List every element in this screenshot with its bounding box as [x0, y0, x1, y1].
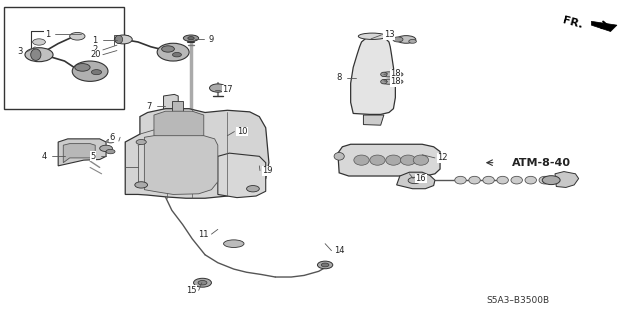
Ellipse shape [396, 80, 403, 84]
Ellipse shape [31, 49, 41, 60]
Ellipse shape [413, 155, 429, 165]
Ellipse shape [135, 182, 148, 188]
Ellipse shape [198, 280, 207, 285]
Ellipse shape [72, 61, 108, 81]
Ellipse shape [136, 139, 147, 145]
Ellipse shape [354, 155, 369, 165]
Polygon shape [364, 115, 384, 125]
Ellipse shape [381, 79, 387, 84]
Ellipse shape [183, 35, 198, 41]
Ellipse shape [542, 176, 560, 185]
Text: 19: 19 [262, 166, 273, 175]
Ellipse shape [162, 46, 174, 52]
Polygon shape [58, 139, 106, 166]
Ellipse shape [173, 52, 181, 57]
Bar [4, 7, 124, 109]
Ellipse shape [70, 33, 85, 40]
Ellipse shape [188, 37, 194, 40]
Text: 14: 14 [334, 246, 344, 255]
Ellipse shape [393, 37, 403, 42]
Ellipse shape [386, 155, 401, 165]
Ellipse shape [483, 176, 494, 184]
Ellipse shape [321, 263, 329, 267]
Ellipse shape [497, 176, 508, 184]
Ellipse shape [511, 176, 522, 184]
Polygon shape [555, 172, 579, 188]
Ellipse shape [397, 36, 416, 43]
Ellipse shape [317, 261, 333, 269]
Text: S5A3–B3500B: S5A3–B3500B [486, 296, 550, 305]
Text: 18: 18 [390, 69, 401, 78]
Ellipse shape [408, 177, 421, 184]
Ellipse shape [25, 48, 53, 62]
Ellipse shape [33, 39, 45, 45]
Bar [172, 101, 183, 115]
Ellipse shape [223, 240, 244, 248]
Text: 2: 2 [93, 45, 98, 55]
Text: 5: 5 [91, 152, 96, 161]
Text: 10: 10 [237, 127, 247, 136]
Ellipse shape [75, 63, 90, 71]
Polygon shape [338, 144, 440, 176]
Polygon shape [63, 144, 95, 163]
Ellipse shape [115, 35, 132, 44]
Ellipse shape [381, 72, 397, 77]
Ellipse shape [396, 72, 403, 76]
Polygon shape [145, 136, 218, 195]
Ellipse shape [468, 176, 480, 184]
Text: 8: 8 [337, 73, 342, 82]
Text: 13: 13 [383, 31, 394, 40]
Ellipse shape [92, 70, 102, 75]
Ellipse shape [401, 155, 416, 165]
Ellipse shape [370, 155, 385, 165]
Text: 7: 7 [146, 102, 152, 111]
Ellipse shape [334, 152, 344, 160]
Ellipse shape [246, 186, 259, 192]
Polygon shape [218, 153, 266, 197]
Ellipse shape [107, 139, 115, 143]
Text: 6: 6 [110, 133, 115, 142]
Ellipse shape [525, 176, 536, 184]
Text: 12: 12 [437, 153, 448, 162]
Text: FR.: FR. [562, 15, 584, 30]
Ellipse shape [157, 43, 189, 61]
Ellipse shape [100, 145, 113, 152]
Ellipse shape [193, 278, 211, 287]
Text: 15: 15 [186, 286, 196, 295]
Text: 11: 11 [198, 230, 209, 239]
Ellipse shape [539, 176, 550, 184]
Text: 1: 1 [45, 30, 50, 39]
Polygon shape [397, 172, 435, 189]
Ellipse shape [409, 40, 417, 43]
Ellipse shape [106, 149, 115, 154]
Text: 16: 16 [415, 174, 426, 183]
Text: 1: 1 [93, 36, 98, 45]
Ellipse shape [455, 176, 467, 184]
Ellipse shape [358, 33, 387, 40]
Text: 9: 9 [209, 35, 214, 44]
Polygon shape [351, 36, 396, 115]
Text: 3: 3 [17, 47, 22, 56]
Text: 20: 20 [90, 50, 100, 59]
Text: ATM-8-40: ATM-8-40 [511, 158, 571, 168]
Ellipse shape [209, 84, 226, 92]
Text: 17: 17 [222, 85, 233, 94]
Polygon shape [125, 109, 269, 198]
Polygon shape [591, 21, 617, 32]
Text: 18: 18 [390, 77, 401, 86]
Polygon shape [154, 111, 204, 139]
Ellipse shape [381, 79, 397, 84]
Text: 4: 4 [42, 152, 47, 161]
Polygon shape [164, 94, 178, 139]
Ellipse shape [115, 35, 123, 44]
Ellipse shape [381, 72, 387, 77]
